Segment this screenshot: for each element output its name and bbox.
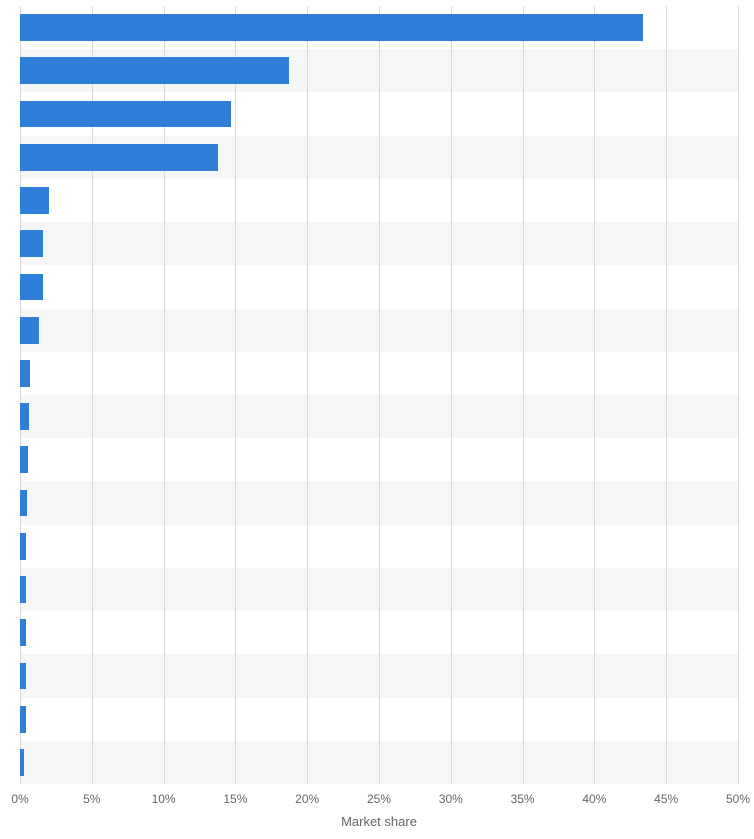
- x-tick-label: 10%: [152, 792, 176, 806]
- bar: [20, 706, 26, 733]
- x-tick-label: 0%: [11, 792, 28, 806]
- x-tick-label: 50%: [726, 792, 750, 806]
- x-tick-label: 45%: [654, 792, 678, 806]
- bar: [20, 274, 43, 301]
- grid-line: [451, 6, 452, 784]
- x-tick-label: 40%: [582, 792, 606, 806]
- grid-line: [235, 6, 236, 784]
- bar: [20, 446, 28, 473]
- plot-area: [20, 6, 738, 784]
- grid-line: [523, 6, 524, 784]
- grid-line: [379, 6, 380, 784]
- bar: [20, 57, 289, 84]
- bar: [20, 490, 27, 517]
- x-tick-label: 35%: [511, 792, 535, 806]
- x-tick-label: 25%: [367, 792, 391, 806]
- bar: [20, 576, 26, 603]
- bar: [20, 533, 26, 560]
- grid-line: [738, 6, 739, 784]
- grid-line: [666, 6, 667, 784]
- bar: [20, 101, 231, 128]
- bar: [20, 663, 26, 690]
- x-tick-label: 5%: [83, 792, 100, 806]
- x-axis-title: Market share: [341, 814, 417, 829]
- bar: [20, 749, 24, 776]
- bar: [20, 317, 39, 344]
- bar: [20, 230, 43, 257]
- bar: [20, 403, 29, 430]
- bar: [20, 187, 49, 214]
- x-tick-label: 20%: [295, 792, 319, 806]
- x-tick-label: 30%: [439, 792, 463, 806]
- bar: [20, 144, 218, 171]
- x-tick-label: 15%: [223, 792, 247, 806]
- bar: [20, 619, 26, 646]
- bar: [20, 360, 30, 387]
- bar: [20, 14, 643, 41]
- grid-line: [307, 6, 308, 784]
- grid-line: [594, 6, 595, 784]
- chart-container: 0% 5% 10% 15% 20% 25% 30% 35% 40% 45% 50% Market s…: [0, 0, 754, 839]
